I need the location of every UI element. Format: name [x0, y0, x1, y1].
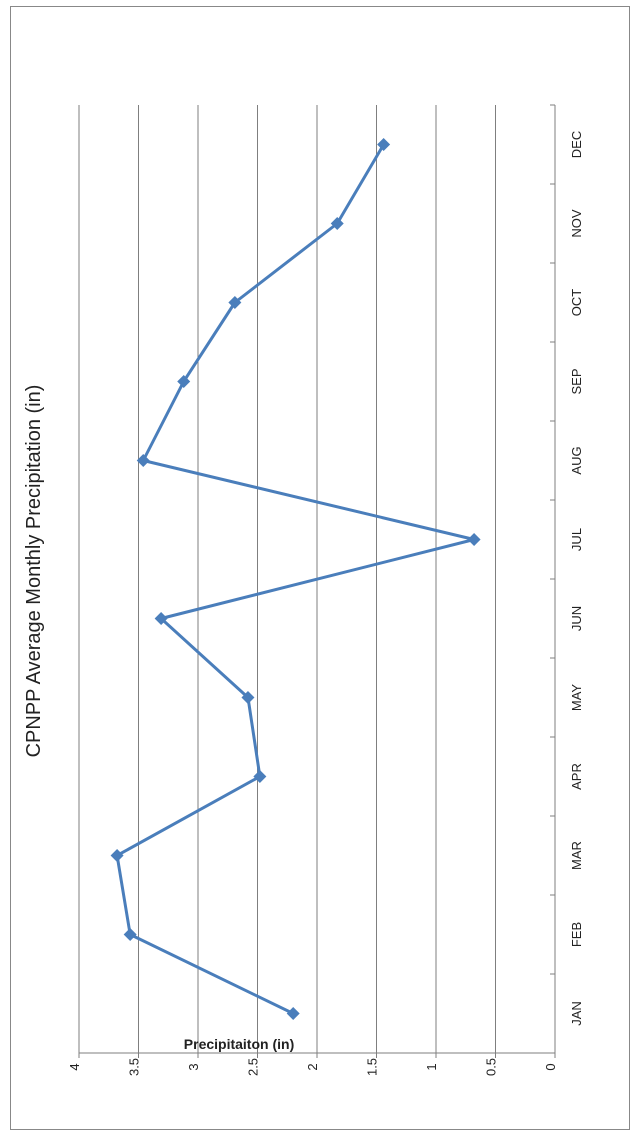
chart-frame: [10, 6, 630, 1130]
series-line: [115, 143, 476, 1015]
data-point: [154, 612, 168, 625]
y-tick-label: 3: [186, 1063, 201, 1070]
data-point: [286, 1007, 300, 1020]
series-layer: [110, 138, 481, 1020]
y-axis-title: Precipitaiton (in): [184, 1036, 294, 1052]
data-point: [136, 454, 150, 467]
gridlines: [78, 105, 496, 1053]
data-point: [330, 217, 344, 230]
y-tick-label: 2: [305, 1063, 320, 1070]
data-point: [110, 849, 124, 862]
data-point: [177, 375, 191, 388]
y-tick-label: 0.5: [484, 1058, 499, 1076]
data-point: [377, 138, 391, 151]
axes: [78, 104, 556, 1058]
x-tick-label: DEC: [569, 131, 584, 158]
y-tick-label: 0: [543, 1063, 558, 1070]
x-tick-label: APR: [569, 763, 584, 790]
x-tick-label: MAR: [569, 841, 584, 870]
x-tick-label: JUN: [569, 606, 584, 631]
x-tick-label: AUG: [569, 446, 584, 474]
x-tick-label: JAN: [569, 1001, 584, 1026]
data-point: [123, 928, 137, 941]
y-tick-label: 1: [424, 1063, 439, 1070]
y-tick-label: 4: [67, 1063, 82, 1070]
x-tick-label: SEP: [569, 368, 584, 394]
data-point: [228, 296, 242, 309]
labels: CPNPP Average Monthly Precipitation (in)…: [23, 131, 584, 1076]
data-point: [241, 691, 255, 704]
x-tick-label: FEB: [569, 922, 584, 947]
y-tick-label: 2.5: [246, 1058, 261, 1076]
x-tick-label: NOV: [569, 209, 584, 238]
x-tick-label: JUL: [569, 528, 584, 551]
x-tick-label: MAY: [569, 684, 584, 712]
y-tick-label: 3.5: [127, 1058, 142, 1076]
data-point: [467, 533, 481, 546]
y-tick-label: 1.5: [365, 1058, 380, 1076]
data-point: [253, 770, 267, 783]
chart-title: CPNPP Average Monthly Precipitation (in): [23, 385, 45, 758]
x-tick-label: OCT: [569, 289, 584, 317]
